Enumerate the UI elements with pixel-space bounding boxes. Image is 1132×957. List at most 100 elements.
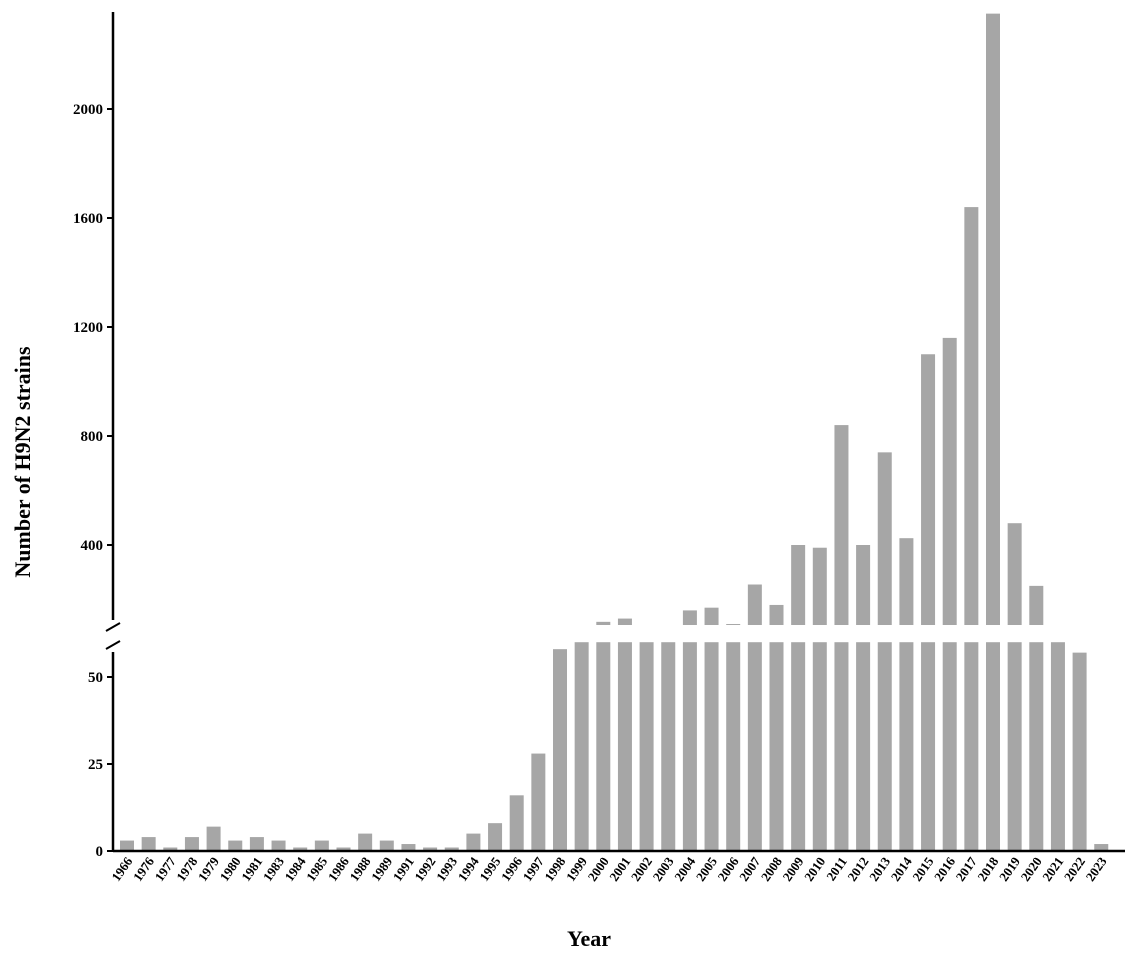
bar-2018 (986, 642, 1000, 851)
x-tick-label: 2014 (888, 854, 915, 884)
x-tick-label: 2021 (1039, 854, 1066, 884)
bar-1986 (336, 847, 351, 851)
bar-1966 (120, 840, 134, 851)
bar-1994 (466, 833, 481, 851)
y-tick-label: 25 (88, 757, 103, 773)
bar-2014 (899, 642, 914, 851)
bar-upper-2018 (986, 13, 1000, 625)
y-tick-label: 0 (96, 844, 104, 860)
bar-2008 (769, 642, 784, 851)
bar-2007 (747, 642, 762, 851)
x-tick-label: 1996 (498, 854, 525, 884)
bar-upper-2012 (856, 545, 871, 625)
bar-2016 (942, 642, 957, 851)
bar-2000 (596, 642, 611, 851)
y-ticks-group: 0 25 50 400 800 1200 1600 2000 (73, 102, 113, 860)
bar-upper-2005 (704, 607, 719, 625)
x-tick-label: 2001 (606, 854, 633, 884)
bar-upper-2017 (964, 207, 979, 625)
bar-1981 (249, 837, 264, 851)
y-tick-label: 400 (81, 538, 104, 554)
bar-1997 (531, 753, 546, 851)
x-tick-label: 1997 (520, 854, 547, 884)
axis-break-mark-upper (105, 622, 121, 632)
bar-upper-2011 (834, 425, 849, 625)
bar-1996 (509, 795, 524, 851)
bar-upper-2009 (791, 545, 806, 625)
x-tick-label: 1981 (238, 854, 265, 884)
x-tick-label: 1992 (411, 854, 438, 884)
x-tick-label: 1999 (563, 854, 590, 884)
x-tick-label: 2020 (1018, 854, 1045, 884)
bar-2003 (661, 642, 676, 851)
bar-2009 (791, 642, 806, 851)
bar-1979 (206, 826, 221, 851)
bar-2006 (726, 642, 741, 851)
x-tick-label: 2023 (1083, 854, 1110, 884)
bar-upper-2001 (617, 618, 632, 625)
bar-2010 (812, 642, 827, 851)
x-tick-label: 2010 (801, 854, 828, 884)
bar-2020 (1029, 642, 1044, 851)
x-tick-label: 1994 (455, 854, 482, 884)
bar-2017 (964, 642, 979, 851)
y-tick-label: 1200 (73, 320, 103, 336)
x-ticks-group: 1966197619771978197919801981198319841985… (108, 854, 1110, 884)
x-tick-label: 1978 (173, 854, 200, 884)
x-tick-label: 2007 (736, 854, 763, 884)
x-tick-label: 1983 (260, 854, 287, 884)
x-tick-label: 2006 (714, 854, 741, 884)
bar-upper-2019 (1007, 523, 1022, 625)
x-tick-label: 1985 (303, 854, 330, 884)
x-tick-label: 2005 (693, 854, 720, 884)
bar-2023 (1094, 844, 1109, 851)
x-tick-label: 1980 (217, 854, 244, 884)
y-tick-label: 2000 (73, 102, 103, 118)
bar-2015 (921, 642, 936, 851)
bar-1984 (293, 847, 308, 851)
bar-1983 (271, 840, 286, 851)
bar-1976 (141, 837, 156, 851)
bar-1977 (163, 847, 178, 851)
x-tick-label: 1976 (130, 854, 157, 884)
bar-upper-2014 (899, 538, 914, 625)
bar-2002 (639, 642, 654, 851)
bar-2001 (617, 642, 632, 851)
y-tick-label: 1600 (73, 211, 103, 227)
x-tick-label: 1986 (325, 854, 352, 884)
bar-1991 (401, 844, 416, 851)
x-axis-title: Year (567, 926, 611, 951)
bar-1985 (314, 840, 329, 851)
x-tick-label: 2002 (628, 854, 655, 884)
bar-upper-2007 (747, 584, 762, 625)
bar-1993 (444, 847, 459, 851)
bar-upper-2008 (769, 604, 784, 625)
x-tick-label: 2016 (931, 854, 958, 884)
x-tick-label: 1977 (152, 854, 179, 884)
bar-upper-2015 (921, 354, 936, 625)
x-tick-label: 2022 (1061, 854, 1088, 884)
x-tick-label: 2011 (823, 854, 850, 883)
y-tick-label: 800 (81, 429, 104, 445)
bars-group (120, 13, 1109, 851)
bar-2012 (856, 642, 871, 851)
x-tick-label: 1984 (281, 854, 308, 884)
x-tick-label: 1989 (368, 854, 395, 884)
bar-1995 (488, 823, 503, 851)
x-tick-label: 2009 (779, 854, 806, 884)
x-tick-label: 1991 (390, 854, 417, 884)
x-tick-label: 2004 (671, 854, 698, 884)
x-tick-label: 1979 (195, 854, 222, 884)
bar-1999 (574, 642, 589, 851)
x-tick-label: 2012 (844, 854, 871, 884)
x-tick-label: 2019 (996, 854, 1023, 884)
bar-1989 (379, 840, 394, 851)
bar-upper-2004 (682, 610, 697, 625)
bar-1988 (358, 833, 373, 851)
bar-upper-2016 (942, 337, 957, 625)
y-axis-title: Number of H9N2 strains (10, 346, 35, 578)
x-tick-label: 2018 (974, 854, 1001, 884)
x-tick-label: 2008 (758, 854, 785, 884)
bar-upper-2010 (812, 547, 827, 625)
